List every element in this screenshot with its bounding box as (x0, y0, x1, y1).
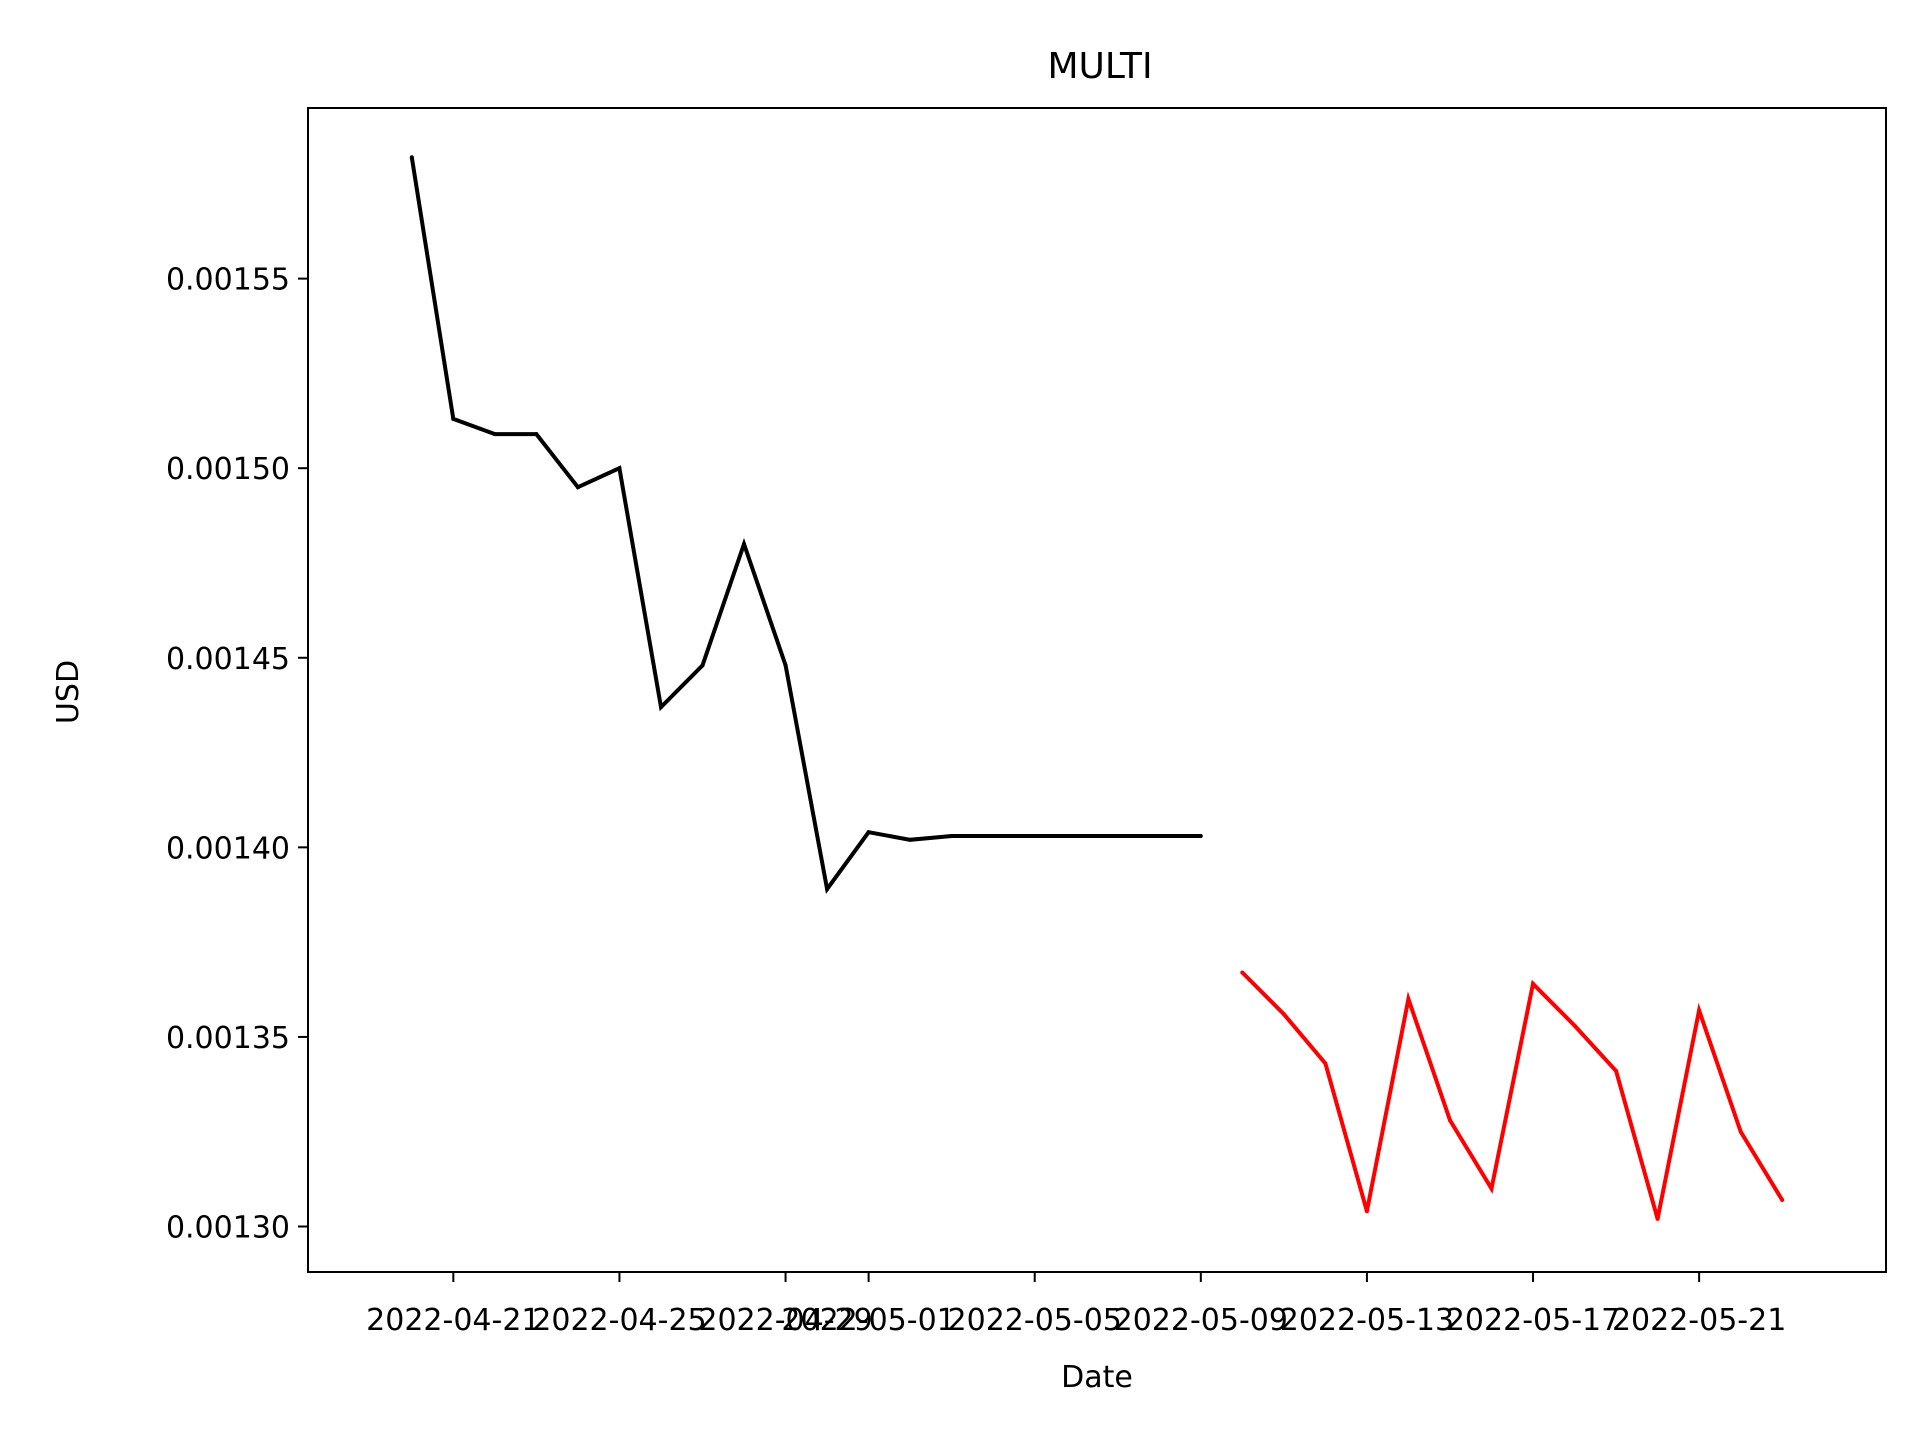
x-tick-label: 2022-05-17 (1446, 1303, 1620, 1338)
x-tick-label: 2022-04-29 (698, 1303, 872, 1338)
data-point (1406, 997, 1411, 1001)
data-point (1364, 1209, 1369, 1214)
data-point (1780, 1198, 1785, 1202)
data-point (534, 432, 539, 437)
data-point (742, 542, 746, 546)
data-point (1198, 834, 1203, 838)
data-point (1531, 981, 1535, 986)
data-point (783, 663, 788, 668)
x-axis-label: Date (1061, 1360, 1133, 1395)
data-point (1157, 834, 1162, 838)
data-point (1697, 1008, 1702, 1013)
y-tick-label: 0.00135 (166, 1021, 290, 1056)
y-tick-label: 0.00145 (166, 642, 290, 677)
data-point (1572, 1023, 1577, 1028)
data-point (908, 837, 913, 842)
data-point (1074, 834, 1079, 838)
data-point (1323, 1061, 1328, 1066)
data-point (492, 432, 497, 437)
data-point (1655, 1216, 1660, 1221)
y-axis: 0.00130 0.00135 0.00140 0.00145 0.00150 0.001… (166, 263, 308, 1246)
data-point (825, 887, 830, 892)
series-line-2 (1240, 971, 1784, 1220)
data-point (409, 155, 414, 160)
data-point (1738, 1129, 1743, 1134)
data-point (1032, 834, 1037, 838)
data-point (451, 416, 456, 421)
series-layer (409, 155, 1785, 1221)
plot-frame (307, 107, 1887, 1273)
x-tick-label: 2022-05-13 (1280, 1303, 1454, 1338)
x-tick-label: 2022-04-21 (366, 1303, 540, 1338)
x-tick-label: 2022-05-09 (1114, 1303, 1288, 1338)
data-point (1448, 1118, 1452, 1123)
y-tick-label: 0.00150 (166, 452, 290, 487)
x-axis: 2022-04-212022-04-252022-04-292022-05-01… (366, 1272, 1786, 1338)
x-tick-label: 2022-05-01 (781, 1303, 955, 1338)
data-point (1489, 1186, 1494, 1191)
data-point (991, 834, 996, 838)
data-point (1281, 1012, 1286, 1017)
data-point (949, 834, 954, 838)
data-point (1614, 1069, 1619, 1073)
data-point (617, 466, 622, 471)
series-line-1 (409, 156, 1201, 895)
y-axis-label: USD (51, 660, 86, 724)
x-tick-label: 2022-05-05 (948, 1303, 1122, 1338)
y-tick-label: 0.00155 (166, 263, 290, 298)
data-point (700, 663, 705, 668)
y-tick-label: 0.00130 (166, 1211, 290, 1246)
data-point (866, 830, 871, 835)
data-point (1240, 970, 1245, 975)
chart-title: MULTI (1047, 46, 1152, 87)
x-tick-label: 2022-04-25 (532, 1303, 706, 1338)
y-tick-label: 0.00140 (166, 831, 290, 866)
data-point (1115, 834, 1120, 838)
data-point (575, 485, 580, 490)
x-tick-label: 2022-05-21 (1612, 1303, 1786, 1338)
data-point (659, 705, 663, 710)
